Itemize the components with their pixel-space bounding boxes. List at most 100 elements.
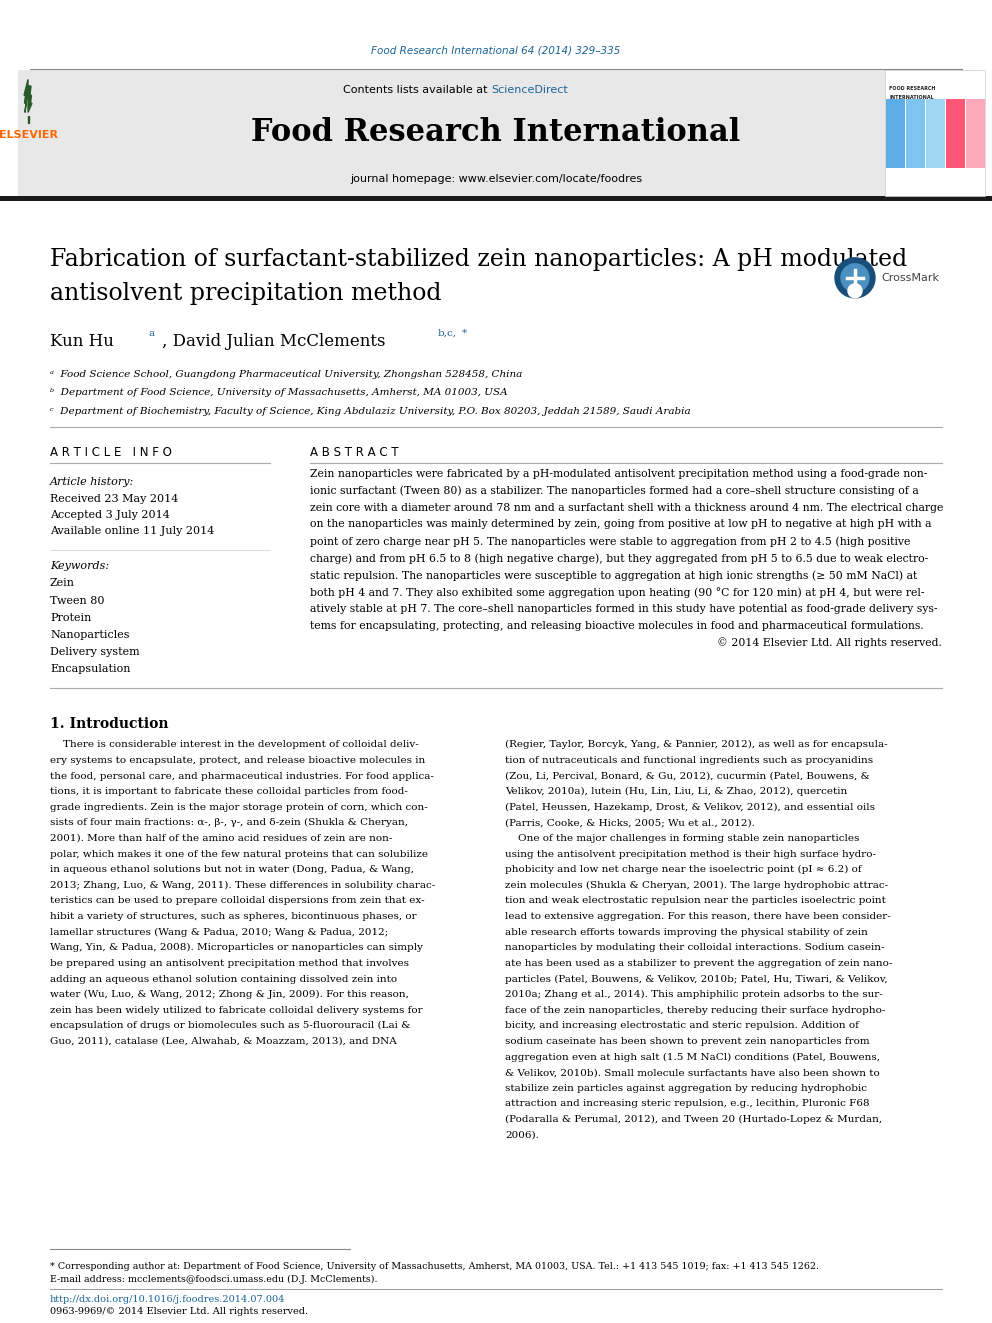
Text: Food Research International 64 (2014) 329–335: Food Research International 64 (2014) 32… bbox=[371, 45, 621, 56]
Text: the food, personal care, and pharmaceutical industries. For food applica-: the food, personal care, and pharmaceuti… bbox=[50, 771, 434, 781]
Text: phobicity and low net charge near the isoelectric point (pI ≈ 6.2) of: phobicity and low net charge near the is… bbox=[505, 865, 862, 875]
Text: ᵇ  Department of Food Science, University of Massachusetts, Amherst, MA 01003, U: ᵇ Department of Food Science, University… bbox=[50, 389, 508, 397]
Text: (Parris, Cooke, & Hicks, 2005; Wu et al., 2012).: (Parris, Cooke, & Hicks, 2005; Wu et al.… bbox=[505, 819, 755, 827]
Text: Accepted 3 July 2014: Accepted 3 July 2014 bbox=[50, 509, 170, 520]
Bar bbox=[0, 196, 992, 201]
Text: both pH 4 and 7. They also exhibited some aggregation upon heating (90 °C for 12: both pH 4 and 7. They also exhibited som… bbox=[310, 586, 925, 598]
Text: Wang, Yin, & Padua, 2008). Microparticles or nanoparticles can simply: Wang, Yin, & Padua, 2008). Microparticle… bbox=[50, 943, 423, 953]
Text: ELSEVIER: ELSEVIER bbox=[0, 130, 58, 140]
Bar bbox=[926, 99, 945, 168]
Text: bicity, and increasing electrostatic and steric repulsion. Addition of: bicity, and increasing electrostatic and… bbox=[505, 1021, 859, 1031]
Text: tems for encapsulating, protecting, and releasing bioactive molecules in food an: tems for encapsulating, protecting, and … bbox=[310, 620, 924, 631]
Bar bbox=[885, 70, 985, 196]
Text: ᵃ  Food Science School, Guangdong Pharmaceutical University, Zhongshan 528458, C: ᵃ Food Science School, Guangdong Pharmac… bbox=[50, 370, 522, 378]
Text: Food Research International: Food Research International bbox=[251, 116, 741, 148]
Text: One of the major challenges in forming stable zein nanoparticles: One of the major challenges in forming s… bbox=[505, 833, 859, 843]
Text: Protein: Protein bbox=[50, 613, 91, 623]
Text: A B S T R A C T: A B S T R A C T bbox=[310, 446, 399, 459]
Text: teristics can be used to prepare colloidal dispersions from zein that ex-: teristics can be used to prepare colloid… bbox=[50, 897, 425, 905]
Text: in aqueous ethanol solutions but not in water (Dong, Padua, & Wang,: in aqueous ethanol solutions but not in … bbox=[50, 865, 414, 875]
Text: ery systems to encapsulate, protect, and release bioactive molecules in: ery systems to encapsulate, protect, and… bbox=[50, 755, 426, 765]
Text: http://dx.doi.org/10.1016/j.foodres.2014.07.004: http://dx.doi.org/10.1016/j.foodres.2014… bbox=[50, 1295, 286, 1303]
Bar bbox=[966, 99, 985, 168]
Text: * Corresponding author at: Department of Food Science, University of Massachuset: * Corresponding author at: Department of… bbox=[50, 1262, 819, 1270]
Text: Zein: Zein bbox=[50, 578, 75, 589]
Text: journal homepage: www.elsevier.com/locate/foodres: journal homepage: www.elsevier.com/locat… bbox=[350, 173, 642, 184]
Text: point of zero charge near pH 5. The nanoparticles were stable to aggregation fro: point of zero charge near pH 5. The nano… bbox=[310, 536, 911, 546]
Bar bbox=[886, 99, 905, 168]
Bar bbox=[18, 70, 974, 196]
Text: atively stable at pH 7. The core–shell nanoparticles formed in this study have p: atively stable at pH 7. The core–shell n… bbox=[310, 605, 937, 614]
Text: (Zou, Li, Percival, Bonard, & Gu, 2012), cucurmin (Patel, Bouwens, &: (Zou, Li, Percival, Bonard, & Gu, 2012),… bbox=[505, 771, 870, 781]
Text: tion of nutraceuticals and functional ingredients such as procyanidins: tion of nutraceuticals and functional in… bbox=[505, 755, 873, 765]
Text: water (Wu, Luo, & Wang, 2012; Zhong & Jin, 2009). For this reason,: water (Wu, Luo, & Wang, 2012; Zhong & Ji… bbox=[50, 990, 409, 999]
Polygon shape bbox=[28, 116, 29, 123]
Text: CrossMark: CrossMark bbox=[881, 273, 939, 283]
Text: There is considerable interest in the development of colloidal deliv-: There is considerable interest in the de… bbox=[50, 741, 419, 749]
Circle shape bbox=[848, 284, 862, 298]
Text: & Velikov, 2010b). Small molecule surfactants have also been shown to: & Velikov, 2010b). Small molecule surfac… bbox=[505, 1068, 880, 1077]
Text: , David Julian McClements: , David Julian McClements bbox=[162, 333, 391, 349]
Text: 2010a; Zhang et al., 2014). This amphiphilic protein adsorbs to the sur-: 2010a; Zhang et al., 2014). This amphiph… bbox=[505, 990, 883, 999]
Text: adding an aqueous ethanol solution containing dissolved zein into: adding an aqueous ethanol solution conta… bbox=[50, 975, 397, 983]
Text: charge) and from pH 6.5 to 8 (high negative charge), but they aggregated from pH: charge) and from pH 6.5 to 8 (high negat… bbox=[310, 553, 929, 564]
Text: able research efforts towards improving the physical stability of zein: able research efforts towards improving … bbox=[505, 927, 868, 937]
Text: © 2014 Elsevier Ltd. All rights reserved.: © 2014 Elsevier Ltd. All rights reserved… bbox=[717, 638, 942, 648]
Text: attraction and increasing steric repulsion, e.g., lecithin, Pluronic F68: attraction and increasing steric repulsi… bbox=[505, 1099, 870, 1109]
Text: tions, it is important to fabricate these colloidal particles from food-: tions, it is important to fabricate thes… bbox=[50, 787, 408, 796]
Text: particles (Patel, Bouwens, & Velikov, 2010b; Patel, Hu, Tiwari, & Velikov,: particles (Patel, Bouwens, & Velikov, 20… bbox=[505, 975, 888, 983]
Text: on the nanoparticles was mainly determined by zein, going from positive at low p: on the nanoparticles was mainly determin… bbox=[310, 520, 931, 529]
Text: 1. Introduction: 1. Introduction bbox=[50, 717, 169, 730]
Text: tion and weak electrostatic repulsion near the particles isoelectric point: tion and weak electrostatic repulsion ne… bbox=[505, 897, 886, 905]
Text: hibit a variety of structures, such as spheres, bicontinuous phases, or: hibit a variety of structures, such as s… bbox=[50, 912, 417, 921]
Text: ate has been used as a stabilizer to prevent the aggregation of zein nano-: ate has been used as a stabilizer to pre… bbox=[505, 959, 893, 968]
Text: Fabrication of surfactant-stabilized zein nanoparticles: A pH modulated: Fabrication of surfactant-stabilized zei… bbox=[50, 247, 908, 271]
Text: zein core with a diameter around 78 nm and a surfactant shell with a thickness a: zein core with a diameter around 78 nm a… bbox=[310, 503, 943, 512]
Text: Article history:: Article history: bbox=[50, 476, 134, 487]
Text: Velikov, 2010a), lutein (Hu, Lin, Liu, Li, & Zhao, 2012), quercetin: Velikov, 2010a), lutein (Hu, Lin, Liu, L… bbox=[505, 787, 847, 796]
Text: zein has been widely utilized to fabricate colloidal delivery systems for: zein has been widely utilized to fabrica… bbox=[50, 1005, 423, 1015]
Text: be prepared using an antisolvent precipitation method that involves: be prepared using an antisolvent precipi… bbox=[50, 959, 409, 968]
Text: stabilize zein particles against aggregation by reducing hydrophobic: stabilize zein particles against aggrega… bbox=[505, 1084, 867, 1093]
Text: using the antisolvent precipitation method is their high surface hydro-: using the antisolvent precipitation meth… bbox=[505, 849, 876, 859]
Text: 2006).: 2006). bbox=[505, 1131, 539, 1139]
Text: (Regier, Taylor, Borcyk, Yang, & Pannier, 2012), as well as for encapsula-: (Regier, Taylor, Borcyk, Yang, & Pannier… bbox=[505, 741, 888, 749]
Text: 2001). More than half of the amino acid residues of zein are non-: 2001). More than half of the amino acid … bbox=[50, 833, 393, 843]
Text: aggregation even at high salt (1.5 M NaCl) conditions (Patel, Bouwens,: aggregation even at high salt (1.5 M NaC… bbox=[505, 1053, 880, 1061]
Text: (Podaralla & Perumal, 2012), and Tween 20 (Hurtado-Lopez & Murdan,: (Podaralla & Perumal, 2012), and Tween 2… bbox=[505, 1115, 882, 1125]
Text: A R T I C L E   I N F O: A R T I C L E I N F O bbox=[50, 446, 172, 459]
Text: E-mail address: mcclements@foodsci.umass.edu (D.J. McClements).: E-mail address: mcclements@foodsci.umass… bbox=[50, 1275, 378, 1283]
Text: Kun Hu: Kun Hu bbox=[50, 333, 119, 349]
Text: Zein nanoparticles were fabricated by a pH-modulated antisolvent precipitation m: Zein nanoparticles were fabricated by a … bbox=[310, 468, 928, 479]
Polygon shape bbox=[24, 79, 32, 112]
Text: ᶜ  Department of Biochemistry, Faculty of Science, King Abdulaziz University, P.: ᶜ Department of Biochemistry, Faculty of… bbox=[50, 407, 690, 415]
Text: a: a bbox=[148, 329, 154, 337]
Text: Encapsulation: Encapsulation bbox=[50, 664, 131, 675]
Text: antisolvent precipitation method: antisolvent precipitation method bbox=[50, 282, 441, 306]
Text: sodium caseinate has been shown to prevent zein nanoparticles from: sodium caseinate has been shown to preve… bbox=[505, 1037, 870, 1046]
Text: lead to extensive aggregation. For this reason, there have been consider-: lead to extensive aggregation. For this … bbox=[505, 912, 891, 921]
Bar bbox=[906, 99, 925, 168]
Text: *: * bbox=[462, 329, 467, 337]
Text: INTERNATIONAL: INTERNATIONAL bbox=[889, 95, 933, 101]
Text: zein molecules (Shukla & Cheryan, 2001). The large hydrophobic attrac-: zein molecules (Shukla & Cheryan, 2001).… bbox=[505, 881, 888, 890]
Text: ScienceDirect: ScienceDirect bbox=[491, 85, 567, 95]
Circle shape bbox=[841, 263, 869, 292]
Text: 2013; Zhang, Luo, & Wang, 2011). These differences in solubility charac-: 2013; Zhang, Luo, & Wang, 2011). These d… bbox=[50, 881, 435, 890]
Text: static repulsion. The nanoparticles were susceptible to aggregation at high ioni: static repulsion. The nanoparticles were… bbox=[310, 570, 918, 581]
Text: nanoparticles by modulating their colloidal interactions. Sodium casein-: nanoparticles by modulating their colloi… bbox=[505, 943, 885, 953]
Text: sists of four main fractions: α-, β-, γ-, and δ-zein (Shukla & Cheryan,: sists of four main fractions: α-, β-, γ-… bbox=[50, 819, 408, 827]
Text: Received 23 May 2014: Received 23 May 2014 bbox=[50, 493, 179, 504]
Text: grade ingredients. Zein is the major storage protein of corn, which con-: grade ingredients. Zein is the major sto… bbox=[50, 803, 428, 812]
Text: Keywords:: Keywords: bbox=[50, 561, 109, 572]
Text: (Patel, Heussen, Hazekamp, Drost, & Velikov, 2012), and essential oils: (Patel, Heussen, Hazekamp, Drost, & Veli… bbox=[505, 803, 875, 812]
Text: Guo, 2011), catalase (Lee, Alwahab, & Moazzam, 2013), and DNA: Guo, 2011), catalase (Lee, Alwahab, & Mo… bbox=[50, 1037, 397, 1046]
Text: polar, which makes it one of the few natural proteins that can solubilize: polar, which makes it one of the few nat… bbox=[50, 849, 428, 859]
Text: Contents lists available at: Contents lists available at bbox=[343, 85, 491, 95]
Text: ionic surfactant (Tween 80) as a stabilizer. The nanoparticles formed had a core: ionic surfactant (Tween 80) as a stabili… bbox=[310, 486, 919, 496]
Text: lamellar structures (Wang & Padua, 2010; Wang & Padua, 2012;: lamellar structures (Wang & Padua, 2010;… bbox=[50, 927, 388, 937]
Text: 0963-9969/© 2014 Elsevier Ltd. All rights reserved.: 0963-9969/© 2014 Elsevier Ltd. All right… bbox=[50, 1307, 309, 1315]
Text: encapsulation of drugs or biomolecules such as 5-fluorouracil (Lai &: encapsulation of drugs or biomolecules s… bbox=[50, 1021, 411, 1031]
Circle shape bbox=[835, 258, 875, 298]
Text: Delivery system: Delivery system bbox=[50, 647, 140, 658]
